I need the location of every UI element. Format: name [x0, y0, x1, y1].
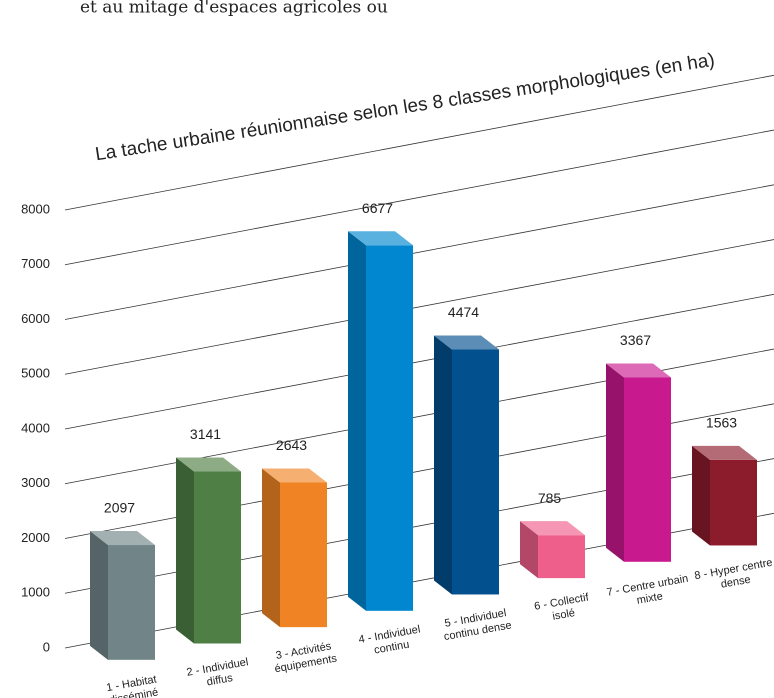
bar-front	[194, 471, 241, 644]
value-label: 1563	[706, 415, 737, 431]
value-label: 6677	[362, 200, 393, 216]
x-tick-label: 1 - Habitatdisséminé	[105, 673, 159, 698]
y-tick-label: 0	[43, 639, 50, 654]
x-tick-label: 5 - Individuelcontinu dense	[441, 607, 513, 644]
bar	[692, 445, 757, 546]
grid-line	[64, 293, 774, 430]
bar-top	[606, 363, 671, 378]
value-label: 785	[538, 490, 562, 506]
bar-top	[176, 457, 241, 472]
y-tick-label: 5000	[21, 366, 50, 381]
bar-front	[710, 459, 757, 546]
grid-line	[64, 239, 774, 375]
x-tick-label: 6 - Collectifisolé	[533, 591, 592, 625]
y-tick-label: 8000	[21, 201, 50, 216]
value-label: 2643	[276, 437, 307, 453]
bar	[90, 531, 155, 660]
x-tick-label: 4 - Individuelcontinu	[358, 623, 424, 658]
bar-side	[434, 335, 452, 595]
bar-side	[90, 531, 108, 660]
value-label: 3141	[190, 426, 221, 442]
bar-top	[692, 445, 757, 460]
bar	[176, 457, 241, 644]
bar-top	[348, 231, 413, 246]
y-tick-label: 4000	[21, 420, 50, 435]
x-tick-label: 8 - Hyper centredense	[694, 557, 774, 595]
bar-front	[108, 545, 155, 660]
bar-side	[348, 231, 366, 611]
grid-line	[64, 74, 774, 211]
bar-front	[538, 535, 585, 579]
bar-front	[366, 245, 413, 611]
bar	[262, 468, 327, 628]
bar-front	[624, 377, 671, 562]
value-label: 3367	[620, 332, 651, 348]
value-label: 4474	[448, 304, 479, 320]
value-label: 2097	[104, 500, 135, 516]
chart-title: La tache urbaine réunionnaise selon les …	[94, 50, 716, 165]
page-text: et au mitage d'espaces agricoles ou	[80, 0, 388, 18]
x-tick-label: 3 - Activitéséquipements	[271, 640, 338, 676]
bar-top	[520, 521, 585, 536]
bar-front	[452, 349, 499, 595]
bar	[520, 521, 585, 579]
x-tick-label: 2 - Individueldiffus	[186, 656, 252, 691]
grid-line	[64, 184, 774, 320]
bar-side	[176, 457, 194, 644]
y-tick-label: 3000	[21, 475, 50, 490]
y-tick-label: 2000	[21, 530, 50, 545]
bar	[348, 231, 413, 611]
bar-front	[280, 482, 327, 628]
bar-top	[90, 531, 155, 546]
bar-side	[606, 363, 624, 562]
bar-side	[520, 521, 538, 579]
bar-top	[434, 335, 499, 350]
bar-side	[692, 445, 710, 546]
bar-side	[262, 468, 280, 628]
x-tick-label: 7 - Centre urbainmixte	[606, 573, 692, 612]
grid-line	[64, 129, 774, 266]
y-tick-label: 6000	[21, 311, 50, 326]
bar-top	[262, 468, 327, 483]
bar	[434, 335, 499, 595]
y-tick-label: 7000	[21, 256, 50, 271]
y-tick-label: 1000	[21, 585, 50, 600]
bar	[606, 363, 671, 562]
